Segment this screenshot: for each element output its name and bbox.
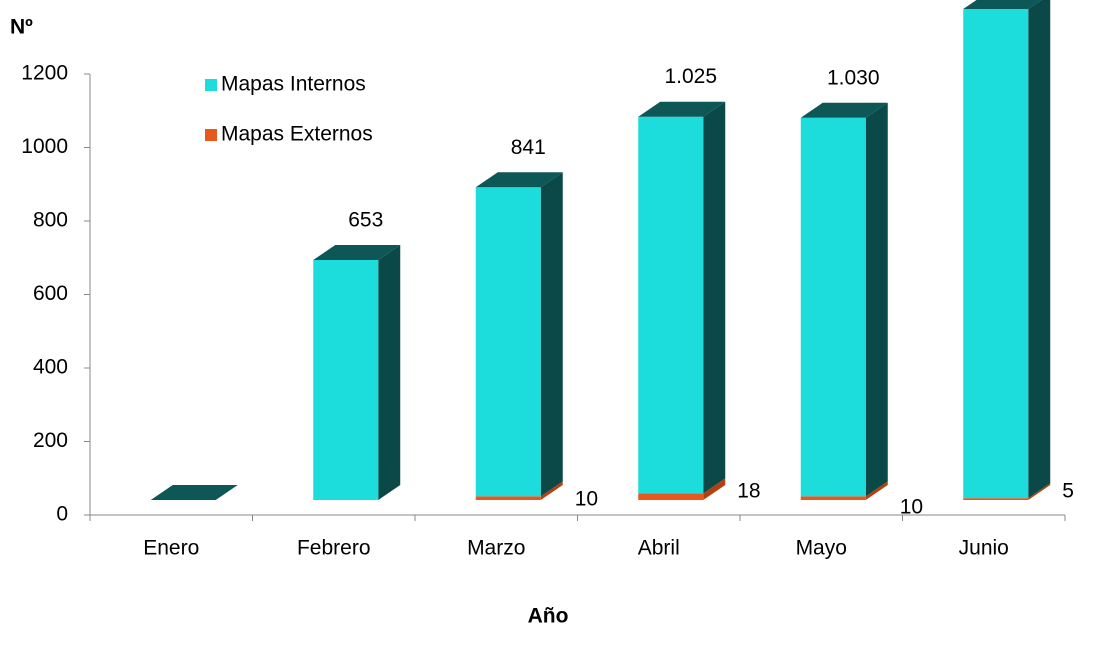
data-label: 1.025 — [664, 65, 717, 88]
x-tick-label: Abril — [638, 537, 680, 560]
y-tick-label: 200 — [33, 429, 68, 452]
x-tick-label: Febrero — [297, 537, 371, 560]
bar — [800, 496, 866, 500]
bar-side — [865, 102, 888, 497]
legend-swatch — [205, 129, 217, 141]
bar — [475, 187, 541, 497]
y-tick-label: 1200 — [21, 62, 68, 85]
y-tick-label: 1000 — [21, 135, 68, 158]
bar-top — [963, 0, 1042, 10]
data-label: 18 — [737, 480, 760, 503]
bar — [313, 260, 379, 500]
legend-label: Mapas Externos — [221, 123, 373, 146]
data-label: 10 — [900, 496, 923, 519]
bar-top — [638, 101, 726, 117]
data-label: 1.030 — [827, 66, 880, 89]
x-tick-label: Mayo — [796, 537, 847, 560]
bar-top — [800, 102, 888, 118]
x-tick-label: Marzo — [467, 537, 525, 560]
bar-top — [313, 245, 401, 261]
bar-side — [703, 478, 726, 500]
legend-label: Mapas Internos — [221, 73, 366, 96]
bar — [963, 498, 1029, 500]
bar-side — [540, 172, 563, 497]
data-label: 841 — [511, 136, 546, 159]
legend-swatch — [205, 79, 217, 91]
bar-top — [150, 485, 238, 500]
bar — [963, 9, 1029, 499]
bar-side — [378, 245, 401, 500]
data-label: 653 — [348, 209, 383, 232]
bar-side — [540, 481, 563, 500]
bar — [638, 493, 704, 500]
bar-side — [1028, 0, 1051, 499]
bar — [475, 496, 541, 500]
data-label: 10 — [575, 488, 598, 511]
data-label: 5 — [1062, 480, 1074, 503]
bar — [800, 117, 866, 497]
bar-top — [475, 172, 563, 188]
bar — [638, 116, 704, 494]
y-tick-label: 0 — [56, 503, 68, 526]
y-tick-label: 400 — [33, 356, 68, 379]
y-tick-label: 600 — [33, 282, 68, 305]
bar-side — [703, 101, 726, 494]
y-axis-title: Nº — [10, 16, 33, 39]
bar-side — [1028, 483, 1051, 500]
x-tick-label: Junio — [959, 537, 1009, 560]
y-tick-label: 800 — [33, 209, 68, 232]
x-axis-title: Año — [528, 605, 569, 628]
x-tick-label: Enero — [143, 537, 199, 560]
bar-side — [865, 481, 888, 500]
